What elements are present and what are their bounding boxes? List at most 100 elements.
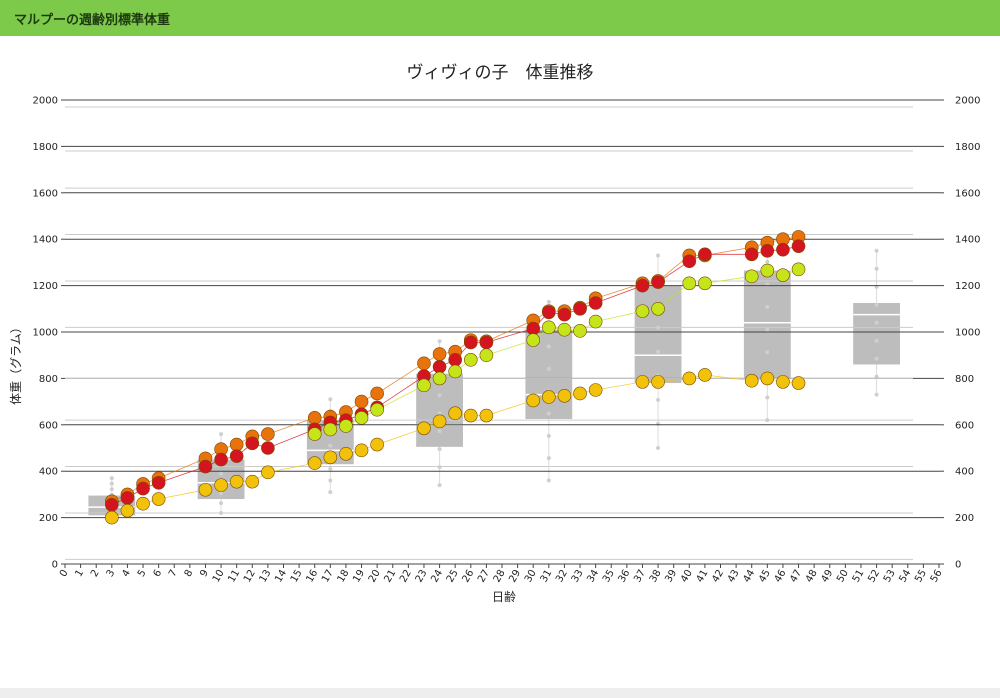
series-2-point: [651, 275, 665, 289]
box-sample-dot: [219, 501, 224, 506]
box-sample-dot: [328, 443, 333, 448]
series-4-point: [651, 375, 665, 389]
series-2-point: [573, 301, 587, 316]
series-2-point: [463, 335, 478, 350]
series-4-point: [698, 368, 712, 382]
y-tick-left: 0: [52, 560, 58, 571]
series-1-point: [261, 427, 275, 441]
box-sample-dot: [765, 327, 770, 332]
y-tick-left: 1400: [33, 235, 58, 246]
series-3-point: [791, 262, 806, 277]
series-2-point: [479, 335, 494, 350]
box-sample-dot: [437, 411, 442, 416]
series-3-point: [588, 314, 603, 329]
series-3-point: [526, 333, 541, 347]
box-sample-dot: [765, 259, 770, 264]
series-3-point: [542, 320, 556, 335]
series-2-point: [136, 481, 150, 496]
box-sample-dot: [546, 456, 551, 461]
series-2-point: [229, 449, 244, 463]
series-2-point: [744, 247, 759, 262]
x-tick-label: 2: [89, 568, 102, 579]
x-tick-label: 34: [585, 568, 601, 585]
y-tick-right: 1600: [955, 188, 980, 199]
box-sample-dot: [546, 411, 551, 416]
box-sample-dot: [765, 395, 770, 400]
y-tick-left: 200: [39, 513, 58, 524]
x-tick-label: 26: [460, 568, 476, 585]
box-sample-dot: [437, 447, 442, 452]
series-2-point: [760, 244, 775, 258]
x-tick-label: 56: [929, 568, 945, 585]
x-tick-label: 5: [136, 568, 149, 579]
y-tick-right: 1000: [955, 328, 980, 339]
box-sample-dot: [109, 481, 114, 486]
box-sample-dot: [874, 338, 879, 343]
box-sample-dot: [874, 392, 879, 397]
x-tick-label: 23: [414, 568, 430, 585]
y-tick-right: 1200: [955, 281, 980, 292]
x-tick-label: 24: [429, 568, 445, 585]
x-tick-label: 3: [105, 568, 118, 579]
page-header: マルプーの週齢別標準体重: [0, 0, 1000, 36]
x-tick-label: 37: [632, 568, 648, 585]
page-footer: [0, 688, 1000, 698]
x-tick-label: 50: [835, 568, 851, 585]
series-2-point: [120, 491, 135, 505]
box-sample-dot: [109, 487, 114, 492]
x-tick-label: 53: [882, 568, 898, 585]
series-3-point: [573, 324, 587, 338]
x-tick-label: 28: [492, 568, 508, 585]
y-tick-left: 2000: [33, 96, 58, 107]
page-title: マルプーの週齢別標準体重: [14, 13, 171, 28]
series-4-point: [214, 478, 228, 492]
box-sample-dot: [219, 471, 224, 476]
series-4-point: [479, 408, 494, 423]
box-sample-dot: [874, 302, 879, 307]
box-sample-dot: [874, 374, 879, 379]
series-2-point: [542, 305, 556, 320]
x-tick-label: 25: [445, 568, 461, 585]
series-2-point: [526, 321, 541, 336]
y-tick-left: 600: [39, 420, 58, 431]
x-tick-label: 44: [741, 568, 757, 585]
x-tick-label: 52: [866, 568, 882, 585]
series-3-point: [760, 263, 775, 278]
box-sample-dot: [874, 356, 879, 361]
series-3-point: [651, 301, 665, 316]
box-sample-dot: [328, 466, 333, 471]
y-tick-left: 1200: [33, 281, 58, 292]
series-2-point: [635, 278, 650, 293]
series-4-point: [635, 375, 650, 389]
x-tick-label: 14: [273, 568, 289, 585]
series-3-point: [307, 427, 322, 441]
box-sample-dot: [546, 433, 551, 438]
y-tick-left: 800: [39, 374, 58, 385]
series-3-point: [463, 353, 478, 367]
box-sample-dot: [656, 397, 661, 402]
x-tick-label: 18: [336, 568, 352, 585]
x-tick-label: 4: [120, 568, 133, 579]
series-2-point: [682, 254, 697, 269]
series-1-point: [417, 356, 431, 371]
x-tick-label: 42: [710, 568, 726, 585]
box-8: [853, 303, 900, 365]
x-tick-label: 47: [788, 568, 804, 585]
series-3-point: [776, 268, 790, 282]
x-tick-label: 45: [757, 568, 773, 585]
series-4-point: [339, 446, 353, 461]
box-sample-dot: [656, 421, 661, 426]
x-tick-label: 7: [167, 568, 180, 579]
y-tick-right: 600: [955, 420, 974, 431]
series-2-point: [776, 242, 790, 257]
box-sample-dot: [546, 366, 551, 371]
box-sample-dot: [437, 339, 442, 344]
box-sample-dot: [656, 349, 661, 354]
box-sample-dot: [656, 446, 661, 450]
y-tick-right: 1400: [955, 235, 980, 246]
box-sample-dot: [546, 344, 551, 349]
y-tick-right: 0: [955, 560, 961, 571]
box-sample-dot: [437, 465, 442, 470]
x-tick-label: 46: [773, 568, 789, 585]
series-1-point: [354, 394, 369, 409]
